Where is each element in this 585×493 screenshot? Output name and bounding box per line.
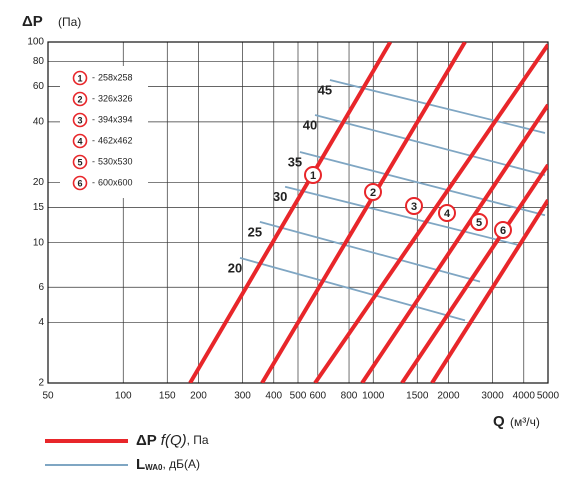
x-label-symbol: Q [493, 413, 505, 430]
y-tick-label: 80 [33, 56, 45, 67]
curve-marker-label: 2 [370, 187, 376, 199]
noise-label: 25 [248, 224, 262, 239]
legend-unit: , дБ(А) [163, 457, 201, 471]
curve-marker [364, 183, 382, 201]
legend-dash: - [92, 135, 95, 145]
legend-marker-label: 5 [77, 157, 82, 167]
legend-label: 600x600 [98, 177, 133, 187]
legend-label: 258x258 [98, 72, 133, 82]
noise-line [299, 151, 546, 217]
y-tick-label: 4 [38, 317, 44, 328]
legend-marker [72, 70, 88, 86]
legend-symbol: L [136, 456, 145, 473]
legend-marker [72, 154, 88, 170]
pressure-line [400, 163, 548, 383]
legend-text: ΔP f(Q), Па [136, 432, 209, 449]
curve-marker [405, 197, 423, 215]
noise-label: 30 [273, 189, 287, 204]
noise-label: 20 [228, 260, 242, 275]
legend-marker [72, 112, 88, 128]
legend-marker-label: 2 [77, 94, 82, 104]
legend-marker-label: 1 [77, 73, 82, 83]
legend-marker-label: 4 [77, 136, 82, 146]
noise-line [259, 221, 481, 283]
noise-line [329, 79, 546, 134]
noise-line [284, 185, 521, 247]
legend-marker [72, 91, 88, 107]
legend-label: 326x326 [98, 93, 133, 103]
x-tick-label: 4000 [513, 391, 536, 402]
curve-marker-label: 1 [310, 170, 316, 182]
y-tick-label: 2 [38, 378, 44, 389]
x-tick-label: 200 [190, 391, 207, 402]
legend-symbol: ΔP [136, 432, 157, 449]
y-tick-label: 15 [33, 202, 45, 213]
curve-marker-label: 6 [500, 225, 506, 237]
y-tick-label: 100 [27, 37, 44, 48]
x-tick-label: 1500 [406, 391, 429, 402]
y-tick-label: 6 [38, 282, 44, 293]
x-tick-label: 2000 [437, 391, 460, 402]
pressure-line [360, 103, 548, 383]
x-tick-label: 150 [159, 391, 176, 402]
curve-marker [438, 204, 456, 222]
legend-dash: - [92, 114, 95, 124]
legend-func: f(Q) [161, 432, 187, 449]
x-tick-label: 1000 [362, 391, 385, 402]
x-tick-label: 50 [42, 391, 54, 402]
pressure-line [188, 42, 393, 383]
legend-label: 530x530 [98, 156, 133, 166]
curve-marker [494, 221, 512, 239]
x-tick-label: 100 [115, 391, 132, 402]
legend-label: 394x394 [98, 114, 133, 124]
y-tick-label: 40 [33, 117, 45, 128]
noise-label: 45 [318, 82, 332, 97]
noise-label: 40 [303, 117, 317, 132]
y-tick-label: 10 [33, 237, 45, 248]
x-tick-label: 5000 [537, 391, 560, 402]
legend-marker [72, 133, 88, 149]
noise-label: 35 [288, 154, 302, 169]
legend-sub: WA0 [145, 463, 163, 472]
legend-marker [72, 175, 88, 191]
legend-marker-label: 3 [77, 115, 82, 125]
x-tick-label: 3000 [481, 391, 504, 402]
curve-marker-label: 3 [411, 201, 417, 213]
legend-dash: - [92, 72, 95, 82]
curve-marker [470, 213, 488, 231]
legend-text: LWA0, дБ(А) [136, 456, 200, 473]
legend-dash: - [92, 156, 95, 166]
plot-frame [47, 41, 549, 384]
legend-marker-label: 6 [77, 178, 82, 188]
legend-label: 462x462 [98, 135, 133, 145]
y-tick-label: 60 [33, 81, 45, 92]
curve-marker-label: 5 [476, 217, 482, 229]
x-label-unit: (м³/ч) [510, 415, 540, 429]
y-label-symbol: ΔP [22, 13, 43, 30]
legend-dash: - [92, 177, 95, 187]
pressure-line [430, 199, 548, 383]
x-tick-label: 500 [290, 391, 307, 402]
x-tick-label: 300 [234, 391, 251, 402]
x-tick-label: 400 [265, 391, 282, 402]
x-tick-label: 800 [341, 391, 358, 402]
legend-box [60, 66, 148, 198]
x-tick-label: 600 [309, 391, 326, 402]
pressure-line [313, 43, 548, 383]
pressure-line [260, 42, 467, 383]
noise-line [239, 257, 466, 322]
legend-unit: , Па [187, 433, 209, 447]
y-tick-label: 20 [33, 177, 45, 188]
y-label-unit: (Па) [58, 15, 81, 29]
curve-marker-label: 4 [444, 208, 451, 220]
legend-dash: - [92, 93, 95, 103]
curve-marker [304, 166, 322, 184]
